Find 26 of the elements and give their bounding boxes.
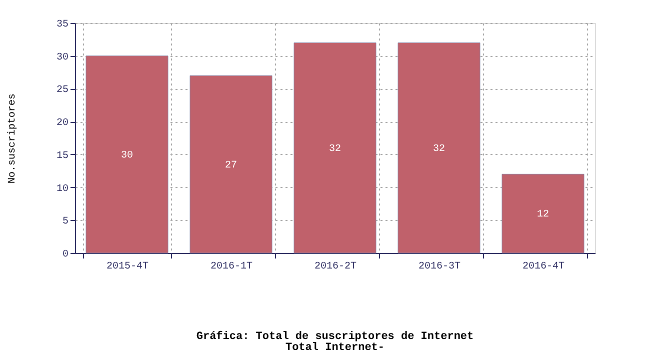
x-tick-label: 2015-4T bbox=[106, 262, 149, 272]
data-label: 12 bbox=[536, 210, 550, 221]
data-label: 27 bbox=[224, 160, 238, 172]
text: Total Internet- bbox=[285, 342, 385, 350]
y-tick-label: 15 bbox=[56, 150, 68, 162]
x-tick-label: 2016-2T bbox=[314, 262, 357, 272]
y-axis-title: No.suscriptores bbox=[6, 93, 18, 184]
y-tick-label: 30 bbox=[56, 52, 68, 64]
bar bbox=[502, 174, 584, 254]
data-label: 30 bbox=[120, 150, 134, 162]
text: Gráfica: Total de suscriptores de Internet bbox=[196, 330, 474, 343]
bar bbox=[294, 42, 376, 254]
bar bbox=[398, 42, 480, 254]
bar bbox=[86, 56, 168, 254]
x-tick-label: 2016-4T bbox=[522, 262, 565, 272]
y-tick-label: 35 bbox=[56, 20, 68, 30]
data-label: 32 bbox=[432, 144, 446, 155]
data-label: 32 bbox=[328, 144, 342, 155]
y-tick-label: 10 bbox=[56, 184, 68, 195]
y-tick-label: 25 bbox=[56, 85, 68, 96]
y-tick-label: 5 bbox=[62, 216, 68, 228]
y-tick-label: 20 bbox=[56, 118, 68, 130]
y-tick-label: 0 bbox=[62, 250, 68, 260]
bar bbox=[190, 75, 272, 254]
x-tick-label: 2016-1T bbox=[210, 262, 253, 272]
x-tick-label: 2016-3T bbox=[418, 262, 461, 272]
